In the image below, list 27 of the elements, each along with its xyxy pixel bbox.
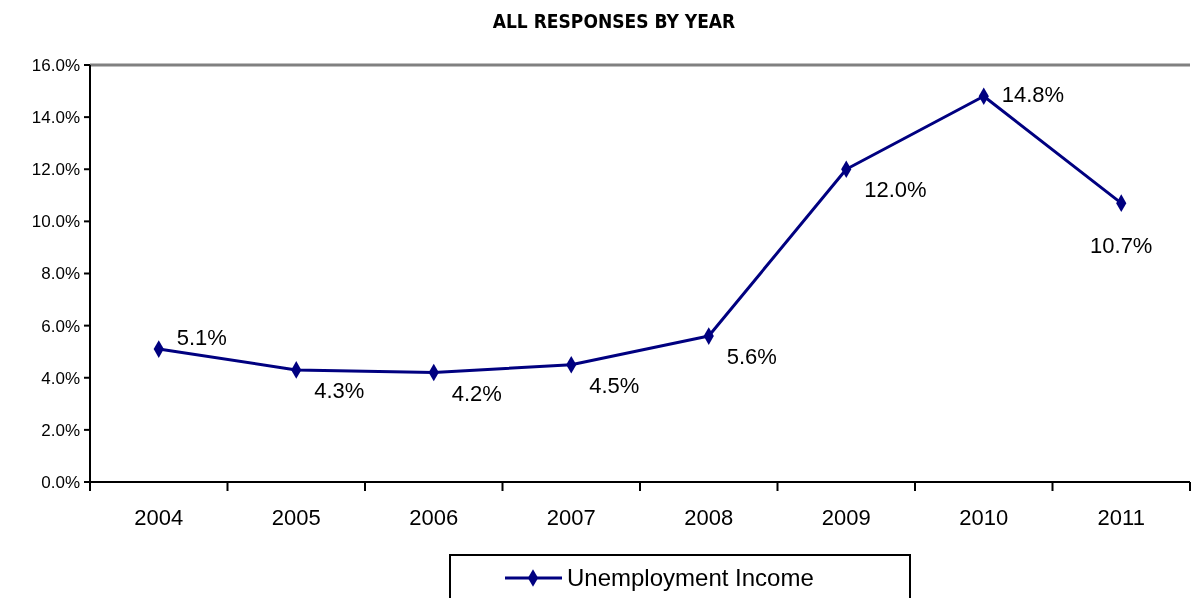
chart-title: ALL RESPONSES BY YEAR [492,10,736,32]
y-tick-label: 0.0% [41,472,80,492]
x-tick-label: 2004 [134,505,184,530]
text: 4.2% [451,380,502,406]
text: 10.7% [1090,233,1153,259]
y-tick-label: 4.0% [41,368,80,388]
text: 14.8% [1001,82,1065,108]
x-tick-label: 2011 [1097,505,1145,530]
y-tick-label: 14.0% [31,108,80,128]
x-tick-label: 2006 [409,505,459,530]
y-tick-label: 10.0% [31,212,80,232]
text: 5.1% [176,325,227,351]
y-tick-label: 16.0% [31,55,80,75]
text: 12.0% [864,177,927,203]
text: 5.6% [726,344,777,370]
x-tick-label: 2008 [684,505,734,530]
text: 4.5% [589,372,640,398]
x-tick-label: 2010 [959,505,1009,530]
y-tick-label: 8.0% [41,264,80,284]
x-tick-label: 2009 [821,505,871,530]
legend-label: Unemployment Income [567,564,814,592]
y-tick-label: 2.0% [41,420,80,440]
y-tick-label: 12.0% [31,160,80,180]
text: 4.3% [314,377,365,403]
x-tick-label: 2005 [271,505,321,530]
x-tick-label: 2007 [546,505,596,530]
y-tick-label: 6.0% [41,316,80,336]
